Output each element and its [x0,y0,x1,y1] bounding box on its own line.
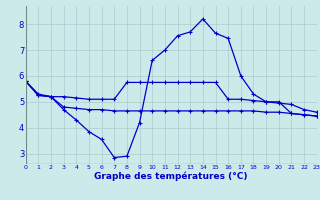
X-axis label: Graphe des températures (°C): Graphe des températures (°C) [94,172,248,181]
